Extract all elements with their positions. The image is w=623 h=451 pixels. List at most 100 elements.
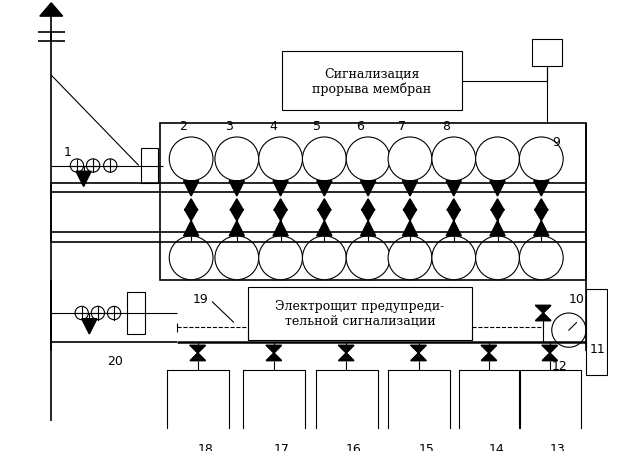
Polygon shape <box>490 181 505 197</box>
Circle shape <box>388 138 432 181</box>
Polygon shape <box>229 181 244 197</box>
Polygon shape <box>402 181 417 197</box>
Polygon shape <box>534 221 549 236</box>
Polygon shape <box>184 210 197 221</box>
Polygon shape <box>491 199 504 211</box>
Polygon shape <box>229 221 244 236</box>
Polygon shape <box>535 199 548 211</box>
Polygon shape <box>190 345 206 353</box>
Polygon shape <box>273 221 288 236</box>
Polygon shape <box>266 345 282 353</box>
Bar <box>532 40 562 66</box>
Text: 19: 19 <box>193 293 209 306</box>
Text: 12: 12 <box>551 359 568 372</box>
Text: 20: 20 <box>107 354 123 367</box>
Text: 16: 16 <box>346 442 362 451</box>
Polygon shape <box>184 221 199 236</box>
Bar <box>520 370 581 451</box>
Bar <box>586 290 607 375</box>
Circle shape <box>302 138 346 181</box>
Polygon shape <box>446 221 462 236</box>
Polygon shape <box>273 181 288 197</box>
Circle shape <box>388 236 432 280</box>
Polygon shape <box>536 306 551 313</box>
Polygon shape <box>447 210 460 221</box>
Polygon shape <box>184 199 197 211</box>
Text: 15: 15 <box>418 442 434 451</box>
Circle shape <box>215 138 259 181</box>
Circle shape <box>346 138 390 181</box>
Polygon shape <box>403 210 417 221</box>
Bar <box>244 370 305 451</box>
Text: 1: 1 <box>64 145 72 158</box>
Text: 3: 3 <box>226 120 233 133</box>
Circle shape <box>259 236 302 280</box>
Text: 9: 9 <box>553 136 561 149</box>
Polygon shape <box>40 4 63 17</box>
Polygon shape <box>411 353 426 361</box>
Polygon shape <box>82 319 97 334</box>
Polygon shape <box>361 199 375 211</box>
Bar <box>282 52 462 111</box>
Text: 11: 11 <box>589 342 606 355</box>
Polygon shape <box>339 353 354 361</box>
Polygon shape <box>534 181 549 197</box>
Circle shape <box>215 236 259 280</box>
Circle shape <box>552 313 586 348</box>
Circle shape <box>520 236 563 280</box>
Polygon shape <box>542 345 558 353</box>
Bar <box>459 370 520 451</box>
Circle shape <box>346 236 390 280</box>
Polygon shape <box>542 353 558 361</box>
Circle shape <box>520 138 563 181</box>
Polygon shape <box>447 199 460 211</box>
Polygon shape <box>535 210 548 221</box>
Text: 10: 10 <box>569 293 584 306</box>
Polygon shape <box>316 181 332 197</box>
Text: Электрощит предупреди-
тельной сигнализации: Электрощит предупреди- тельной сигнализа… <box>275 300 445 328</box>
Polygon shape <box>491 210 504 221</box>
Polygon shape <box>190 353 206 361</box>
Circle shape <box>70 160 83 173</box>
Text: Сигнализация
прорыва мембран: Сигнализация прорыва мембран <box>312 67 432 96</box>
Polygon shape <box>266 353 282 361</box>
Text: 18: 18 <box>197 442 213 451</box>
Bar <box>159 124 586 280</box>
Polygon shape <box>361 181 376 197</box>
Text: 8: 8 <box>442 120 450 133</box>
Polygon shape <box>411 345 426 353</box>
Polygon shape <box>76 172 91 187</box>
Circle shape <box>91 307 105 320</box>
Polygon shape <box>361 210 375 221</box>
Polygon shape <box>339 345 354 353</box>
Bar <box>168 370 229 451</box>
Text: 2: 2 <box>179 120 188 133</box>
Polygon shape <box>403 199 417 211</box>
Polygon shape <box>274 199 287 211</box>
Circle shape <box>87 160 100 173</box>
Circle shape <box>475 236 520 280</box>
Polygon shape <box>361 221 376 236</box>
Polygon shape <box>318 210 331 221</box>
Circle shape <box>475 138 520 181</box>
Polygon shape <box>274 210 287 221</box>
Polygon shape <box>482 345 497 353</box>
Text: 7: 7 <box>398 120 406 133</box>
Polygon shape <box>230 210 244 221</box>
Polygon shape <box>482 353 497 361</box>
Bar <box>248 288 472 340</box>
Circle shape <box>103 160 117 173</box>
Bar <box>127 292 145 334</box>
Circle shape <box>302 236 346 280</box>
Polygon shape <box>318 199 331 211</box>
Bar <box>388 370 450 451</box>
Circle shape <box>169 236 213 280</box>
Polygon shape <box>316 221 332 236</box>
Polygon shape <box>490 221 505 236</box>
Polygon shape <box>446 181 462 197</box>
Polygon shape <box>230 199 244 211</box>
Circle shape <box>75 307 88 320</box>
Bar <box>141 149 158 183</box>
Circle shape <box>169 138 213 181</box>
Polygon shape <box>402 221 417 236</box>
